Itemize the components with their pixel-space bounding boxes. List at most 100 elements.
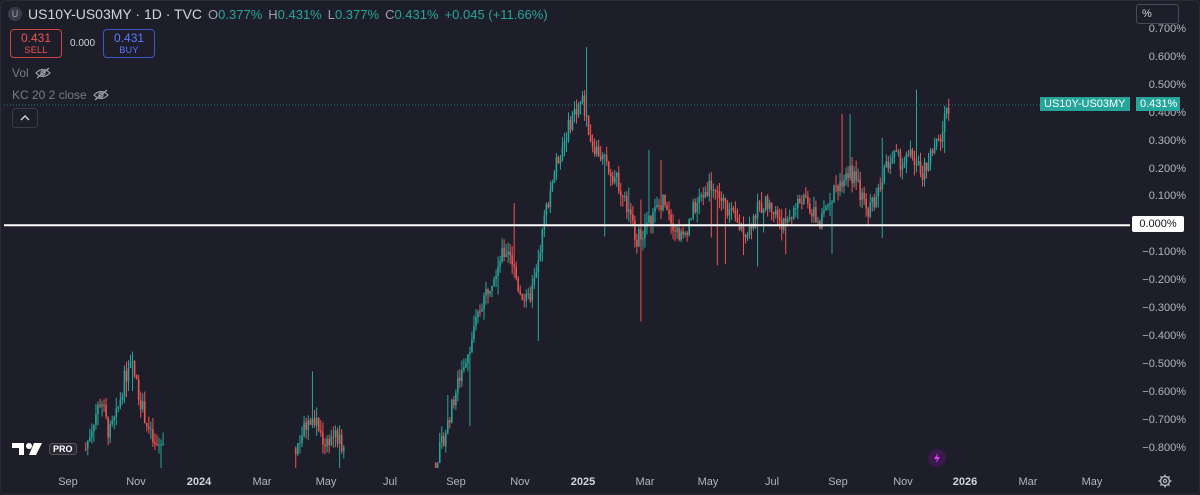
candle-body[interactable]: [577, 104, 580, 115]
candle-body[interactable]: [334, 430, 337, 438]
candle-body[interactable]: [638, 228, 640, 247]
candle-body[interactable]: [809, 203, 811, 213]
candle-body[interactable]: [871, 197, 874, 203]
candle-body[interactable]: [658, 205, 660, 207]
candle-body[interactable]: [129, 362, 132, 368]
candle-body[interactable]: [595, 146, 598, 155]
candle-body[interactable]: [774, 210, 777, 215]
candle-body[interactable]: [945, 107, 948, 114]
candle-body[interactable]: [917, 161, 920, 165]
candle-body[interactable]: [95, 414, 97, 425]
candle-body[interactable]: [297, 443, 299, 455]
candle-body[interactable]: [489, 290, 491, 294]
candle-body[interactable]: [481, 309, 483, 312]
candle-body[interactable]: [690, 218, 692, 220]
candle-body[interactable]: [728, 209, 731, 216]
candle-body[interactable]: [569, 119, 572, 130]
candle-body[interactable]: [837, 185, 839, 192]
candle-body[interactable]: [919, 161, 922, 174]
candle-body[interactable]: [925, 162, 928, 171]
candle-body[interactable]: [754, 216, 757, 219]
candle-body[interactable]: [626, 195, 628, 213]
candle-body[interactable]: [91, 430, 93, 438]
candle-body[interactable]: [131, 361, 134, 363]
candle-body[interactable]: [799, 198, 801, 203]
candle-body[interactable]: [499, 261, 501, 267]
candle-body[interactable]: [613, 177, 616, 183]
candle-body[interactable]: [841, 181, 843, 187]
candle-body[interactable]: [811, 212, 813, 217]
candle-body[interactable]: [505, 254, 507, 257]
candle-body[interactable]: [662, 194, 664, 210]
candle-body[interactable]: [465, 363, 467, 368]
candle-body[interactable]: [764, 196, 767, 211]
candle-body[interactable]: [453, 399, 455, 406]
gear-icon[interactable]: [1158, 474, 1172, 488]
candle-body[interactable]: [782, 217, 785, 231]
symbol-title[interactable]: US10Y-US03MY · 1D · TVC: [28, 6, 203, 22]
candle-body[interactable]: [93, 424, 95, 431]
candle-body[interactable]: [710, 180, 713, 190]
candle-body[interactable]: [825, 206, 827, 210]
candle-body[interactable]: [601, 154, 604, 160]
candle-body[interactable]: [897, 151, 900, 153]
candle-body[interactable]: [603, 154, 606, 156]
candle-body[interactable]: [154, 442, 156, 444]
candle-body[interactable]: [678, 228, 680, 240]
candle-body[interactable]: [313, 418, 316, 426]
candle-body[interactable]: [160, 444, 162, 446]
candle-body[interactable]: [929, 150, 932, 164]
candle-body[interactable]: [469, 352, 471, 355]
candle-body[interactable]: [628, 209, 630, 213]
candle-body[interactable]: [97, 404, 99, 415]
candle-body[interactable]: [901, 166, 904, 170]
candle-body[interactable]: [317, 418, 320, 431]
candle-body[interactable]: [801, 202, 803, 204]
candle-body[interactable]: [541, 229, 544, 253]
candle-body[interactable]: [881, 182, 884, 190]
candle-body[interactable]: [742, 226, 745, 235]
candle-body[interactable]: [551, 182, 554, 191]
candle-body[interactable]: [784, 217, 787, 223]
candle-body[interactable]: [311, 418, 314, 425]
candle-body[interactable]: [565, 140, 568, 142]
candle-body[interactable]: [760, 203, 763, 214]
candle-body[interactable]: [654, 207, 656, 213]
candle-body[interactable]: [648, 215, 650, 223]
candle-body[interactable]: [821, 212, 823, 229]
candle-body[interactable]: [833, 185, 835, 202]
candle-body[interactable]: [630, 209, 632, 215]
candle-body[interactable]: [115, 408, 118, 418]
candle-body[interactable]: [752, 216, 755, 229]
candle-body[interactable]: [865, 198, 867, 209]
candle-body[interactable]: [885, 161, 888, 168]
candle-body[interactable]: [328, 438, 330, 446]
candle-body[interactable]: [796, 198, 799, 209]
candle-body[interactable]: [434, 462, 437, 468]
candle-body[interactable]: [137, 379, 140, 400]
candle-body[interactable]: [549, 190, 552, 208]
candle-body[interactable]: [891, 157, 894, 164]
candle-body[interactable]: [684, 232, 686, 235]
candle-body[interactable]: [135, 375, 138, 380]
candle-body[interactable]: [943, 113, 946, 132]
candle-body[interactable]: [907, 154, 910, 156]
candle-body[interactable]: [555, 157, 558, 174]
candle-body[interactable]: [893, 150, 896, 158]
candle-body[interactable]: [847, 173, 849, 179]
candle-body[interactable]: [342, 447, 345, 452]
candle-body[interactable]: [939, 139, 942, 142]
candle-body[interactable]: [772, 212, 775, 215]
candle-body[interactable]: [656, 205, 658, 208]
candle-body[interactable]: [660, 205, 662, 210]
candle-body[interactable]: [133, 361, 136, 376]
candle-body[interactable]: [511, 255, 513, 265]
candle-body[interactable]: [718, 191, 721, 199]
candle-body[interactable]: [127, 367, 130, 382]
candle-body[interactable]: [111, 420, 114, 424]
candle-body[interactable]: [786, 219, 789, 223]
collapse-legend-button[interactable]: [12, 108, 38, 128]
candle-body[interactable]: [557, 157, 560, 164]
candle-body[interactable]: [746, 234, 749, 238]
candle-body[interactable]: [513, 264, 515, 267]
